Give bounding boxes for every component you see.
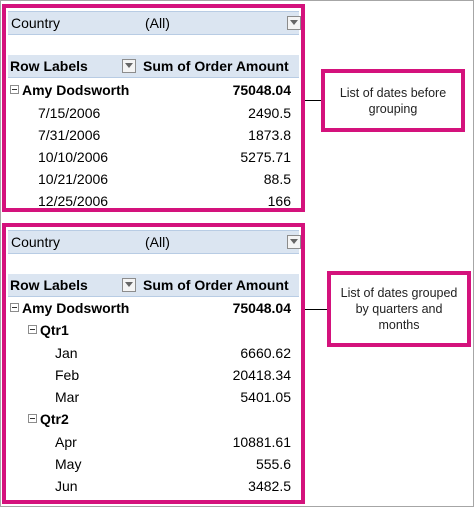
date-amount: 2490.5 [248, 105, 291, 121]
month-amount: 20418.34 [232, 367, 291, 383]
chevron-down-icon [125, 63, 133, 68]
date-row: 10/10/2006 5275.71 [8, 146, 299, 168]
quarter-row-qtr1[interactable]: Qtr1 [8, 319, 299, 341]
month-amount: 5401.05 [240, 389, 291, 405]
sum-column-heading: Sum of Order Amount [143, 58, 289, 74]
callout-after-grouping: List of dates grouped by quarters and mo… [327, 271, 471, 347]
callout-connector [305, 309, 327, 310]
filter-label: Country [11, 15, 61, 31]
pivot-table-after-grouping: Country (All) Row Labels Sum of Order Am… [2, 223, 305, 504]
month-label: May [55, 456, 82, 472]
month-label: Mar [55, 389, 80, 405]
collapse-icon[interactable] [10, 85, 19, 94]
date-label: 10/10/2006 [38, 149, 109, 165]
month-amount: 10881.61 [232, 434, 291, 450]
date-row: 7/31/2006 1873.8 [8, 124, 299, 146]
chevron-down-icon [125, 282, 133, 287]
date-label: 10/21/2006 [38, 171, 109, 187]
date-row: 10/21/2006 88.5 [8, 168, 299, 190]
sum-column-heading: Sum of Order Amount [143, 277, 289, 293]
month-label: Feb [55, 367, 80, 383]
date-amount: 88.5 [263, 171, 291, 187]
month-amount: 3482.5 [248, 478, 291, 494]
filter-dropdown-button[interactable] [287, 16, 301, 30]
collapse-icon[interactable] [10, 303, 19, 312]
group-row-amy-dodsworth[interactable]: Amy Dodsworth 75048.04 [8, 297, 299, 319]
month-row: Apr 10881.61 [8, 431, 299, 453]
pivot-table-before-grouping: Country (All) Row Labels Sum of Order Am… [2, 4, 305, 212]
quarter-label: Qtr1 [40, 322, 69, 338]
filter-value: (All) [145, 15, 170, 31]
group-total: 75048.04 [232, 82, 291, 98]
row-labels-filter-button[interactable] [122, 59, 136, 73]
date-label: 12/25/2006 [38, 193, 109, 209]
collapse-icon[interactable] [28, 414, 37, 423]
month-row: May 555.6 [8, 453, 299, 475]
callout-text: List of dates before grouping [339, 85, 447, 116]
date-amount: 1873.8 [248, 127, 291, 143]
report-filter-country: Country (All) [8, 230, 301, 254]
report-filter-country: Country (All) [8, 11, 301, 35]
quarter-label: Qtr2 [40, 411, 69, 427]
month-label: Apr [55, 434, 77, 450]
chevron-down-icon [290, 20, 298, 25]
date-row: 7/15/2006 2490.5 [8, 102, 299, 124]
row-labels-heading: Row Labels [10, 277, 88, 293]
date-row: 12/25/2006 166 [8, 190, 299, 212]
date-label: 7/31/2006 [38, 127, 101, 143]
callout-before-grouping: List of dates before grouping [321, 69, 465, 132]
filter-dropdown-button[interactable] [287, 235, 301, 249]
month-row: Jun 3482.5 [8, 475, 299, 497]
month-amount: 6660.62 [240, 345, 291, 361]
group-name: Amy Dodsworth [22, 300, 130, 316]
month-row: Feb 20418.34 [8, 364, 299, 386]
row-labels-filter-button[interactable] [122, 278, 136, 292]
date-label: 7/15/2006 [38, 105, 101, 121]
quarter-row-qtr2[interactable]: Qtr2 [8, 408, 299, 430]
row-labels-heading: Row Labels [10, 58, 88, 74]
month-label: Jan [55, 345, 78, 361]
collapse-icon[interactable] [28, 325, 37, 334]
group-total: 75048.04 [232, 300, 291, 316]
month-row: Mar 5401.05 [8, 386, 299, 408]
month-label: Jun [55, 478, 78, 494]
callout-text: List of dates grouped by quarters and mo… [340, 286, 458, 332]
callout-connector [305, 100, 321, 101]
date-amount: 5275.71 [240, 149, 291, 165]
month-row: Jan 6660.62 [8, 342, 299, 364]
row-labels-header: Row Labels Sum of Order Amount [8, 55, 299, 78]
filter-value: (All) [145, 234, 170, 250]
month-amount: 555.6 [255, 456, 291, 472]
row-labels-header: Row Labels Sum of Order Amount [8, 274, 299, 297]
group-row-amy-dodsworth[interactable]: Amy Dodsworth 75048.04 [8, 79, 299, 101]
chevron-down-icon [290, 239, 298, 244]
filter-label: Country [11, 234, 61, 250]
group-name: Amy Dodsworth [22, 82, 130, 98]
date-amount: 166 [267, 193, 291, 209]
